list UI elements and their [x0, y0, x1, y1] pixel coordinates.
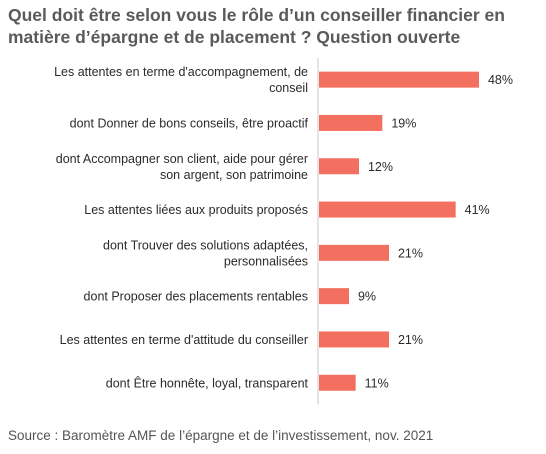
category-label-6: Les attentes en terme d'attitude du cons… [60, 333, 308, 347]
value-label-3: 41% [465, 203, 490, 217]
value-label-4: 21% [398, 246, 423, 260]
value-label-7: 11% [365, 376, 389, 390]
category-label-4: dont Trouver des solutions adaptées, pers… [103, 238, 308, 268]
source-note: Source : Baromètre AMF de l’épargne et d… [8, 428, 434, 443]
category-label-7: dont Être honnête, loyal, transparent [106, 375, 309, 390]
bar-1 [319, 114, 383, 131]
value-label-1: 19% [391, 116, 416, 130]
bar-2 [319, 158, 359, 175]
value-label-6: 21% [398, 333, 423, 347]
chart-title: Quel doit être selon vous le rôle d’un c… [8, 5, 505, 47]
bar-6 [319, 331, 389, 348]
bar-4 [319, 244, 389, 261]
category-label-0: Les attentes en terme d'accompagnement, … [54, 65, 308, 95]
value-label-2: 12% [368, 160, 393, 174]
category-label-3: Les attentes liées aux produits proposés [84, 203, 308, 217]
category-label-5: dont Proposer des placements rentables [84, 290, 308, 304]
category-label-1: dont Donner de bons conseils, être proac… [70, 116, 309, 130]
category-label-2: dont Accompagner son client, aide pour g… [56, 152, 308, 182]
bar-3 [319, 201, 456, 218]
bar-5 [319, 288, 349, 305]
bar-0 [319, 71, 479, 88]
value-labels: 48% 19% 12% 41% 21% 9% 21% 11% [358, 73, 513, 390]
value-label-5: 9% [358, 290, 376, 304]
category-labels: Les attentes en terme d'accompagnement, … [54, 65, 308, 390]
bar-7 [319, 374, 356, 391]
value-label-0: 48% [488, 73, 513, 87]
bars [319, 71, 479, 391]
